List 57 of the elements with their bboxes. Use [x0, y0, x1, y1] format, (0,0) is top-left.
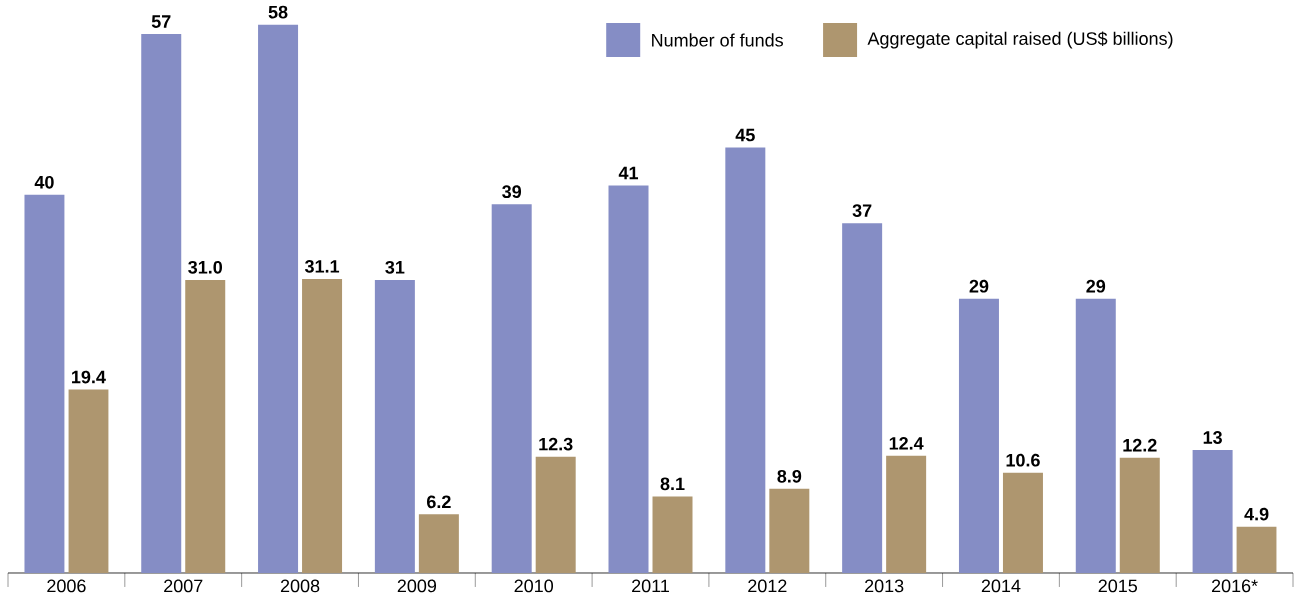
- legend-label: Aggregate capital raised (US$ billions): [867, 31, 1173, 49]
- bar: [1119, 457, 1160, 573]
- data-label: 31: [385, 260, 405, 274]
- data-label: 10.6: [1006, 453, 1040, 467]
- bar: [68, 389, 109, 573]
- bar: [769, 488, 810, 573]
- bar: [418, 514, 459, 573]
- data-label: 58: [268, 5, 288, 19]
- data-label: 37: [852, 204, 872, 217]
- bar: [1192, 450, 1233, 573]
- data-label: 39: [502, 185, 522, 199]
- data-label: 41: [618, 166, 639, 180]
- data-label: 6.2: [427, 495, 451, 509]
- data-label: 12.4: [889, 436, 924, 450]
- x-tick-label: 2006: [47, 579, 86, 593]
- bar: [842, 223, 883, 573]
- data-label: 8.9: [777, 469, 802, 483]
- bar: [302, 278, 343, 573]
- data-label: 12.3: [539, 437, 573, 451]
- x-tick-label: 2008: [280, 579, 320, 593]
- bar: [958, 298, 999, 573]
- x-tick-label: 2014: [981, 579, 1021, 593]
- x-tick-label: 2012: [748, 579, 787, 593]
- bar: [24, 194, 65, 573]
- bar: [141, 34, 182, 573]
- x-tick-label: 2010: [514, 579, 554, 593]
- bar: [725, 147, 766, 573]
- data-label: 45: [735, 128, 755, 142]
- data-label: 8.1: [660, 477, 685, 491]
- data-label: 31.1: [304, 259, 340, 273]
- bar: [608, 185, 649, 573]
- x-tick-label: 2007: [164, 579, 203, 593]
- x-tick-label: 2013: [865, 579, 904, 593]
- x-tick-label: 2015: [1098, 579, 1138, 593]
- data-label: 4.9: [1244, 507, 1269, 521]
- data-label: 13: [1203, 431, 1222, 444]
- bar: [1236, 526, 1277, 573]
- bar: [652, 496, 693, 573]
- x-tick-label: 2016*: [1211, 579, 1258, 593]
- data-label: 29: [1086, 279, 1106, 293]
- legend-label: Number of funds: [652, 33, 783, 47]
- x-tick-label: 2011: [632, 579, 669, 593]
- bar: [491, 204, 532, 573]
- bar: [886, 455, 927, 573]
- bar: [258, 24, 299, 573]
- x-tick-label: 2009: [397, 579, 437, 593]
- bar: [374, 279, 415, 573]
- bar: [1075, 298, 1116, 573]
- data-label: 29: [969, 279, 989, 293]
- data-label: 12.2: [1123, 438, 1157, 452]
- data-label: 31.0: [188, 260, 223, 274]
- bar: [1002, 472, 1043, 573]
- data-label: 57: [151, 15, 171, 28]
- bar: [185, 279, 226, 573]
- data-label: 40: [34, 175, 54, 189]
- bar: [535, 456, 576, 573]
- data-label: 19.4: [72, 370, 106, 384]
